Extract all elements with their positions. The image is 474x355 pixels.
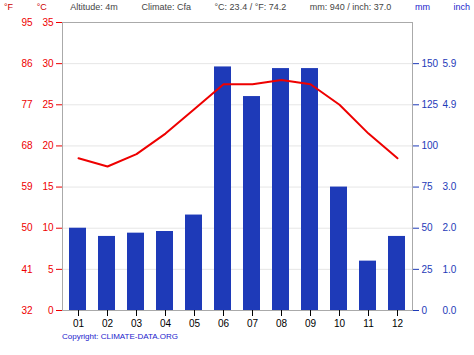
html-text:°F: °F [4, 2, 14, 12]
svg-text:3.0: 3.0 [443, 181, 457, 192]
svg-text:1.0: 1.0 [443, 264, 457, 275]
svg-text:30: 30 [42, 58, 54, 69]
svg-text:95: 95 [21, 17, 33, 28]
svg-text:150: 150 [422, 58, 439, 69]
svg-text:04: 04 [160, 318, 172, 329]
svg-text:2.0: 2.0 [443, 222, 457, 233]
svg-text:125: 125 [422, 99, 439, 110]
svg-text:10: 10 [42, 222, 54, 233]
svg-text:68: 68 [21, 140, 33, 151]
svg-text:02: 02 [102, 318, 114, 329]
html-text:Climate: Cfa: Climate: Cfa [141, 2, 191, 12]
svg-text:75: 75 [422, 181, 434, 192]
svg-text:5: 5 [48, 264, 54, 275]
svg-text:25: 25 [42, 99, 54, 110]
svg-text:20: 20 [42, 140, 54, 151]
svg-text:01: 01 [73, 318, 85, 329]
svg-text:35: 35 [42, 17, 54, 28]
html-text:mm: 940 / inch: 37.0: mm: 940 / inch: 37.0 [309, 2, 392, 12]
svg-text:06: 06 [218, 318, 230, 329]
svg-text:59: 59 [21, 181, 33, 192]
html-text:°C: °C [36, 2, 47, 12]
svg-text:5.9: 5.9 [443, 58, 457, 69]
svg-text:50: 50 [21, 222, 33, 233]
svg-text:05: 05 [189, 318, 201, 329]
html-text:mm: mm [414, 2, 430, 12]
html-text:Altitude: 4m: Altitude: 4m [70, 2, 118, 12]
html-text:Copyright: CLIMATE-DATA.ORG: Copyright: CLIMATE-DATA.ORG [62, 332, 178, 341]
svg-text:41: 41 [21, 264, 33, 275]
html-text:°C: 23.4 / °F: 74.2: °C: 23.4 / °F: 74.2 [214, 2, 287, 12]
svg-text:09: 09 [305, 318, 317, 329]
svg-text:07: 07 [247, 318, 259, 329]
svg-text:08: 08 [276, 318, 288, 329]
svg-text:0: 0 [422, 305, 428, 316]
svg-text:0: 0 [48, 305, 54, 316]
svg-text:10: 10 [334, 318, 346, 329]
html-text:inch: inch [453, 2, 470, 12]
svg-text:03: 03 [131, 318, 143, 329]
svg-text:12: 12 [392, 318, 404, 329]
svg-text:77: 77 [21, 99, 33, 110]
svg-text:11: 11 [363, 318, 374, 329]
svg-text:32: 32 [21, 305, 33, 316]
svg-text:0.0: 0.0 [443, 305, 457, 316]
svg-text:15: 15 [42, 181, 54, 192]
svg-text:50: 50 [422, 222, 434, 233]
svg-text:86: 86 [21, 58, 33, 69]
svg-text:100: 100 [422, 140, 439, 151]
svg-text:25: 25 [422, 264, 434, 275]
svg-text:4.9: 4.9 [443, 99, 457, 110]
